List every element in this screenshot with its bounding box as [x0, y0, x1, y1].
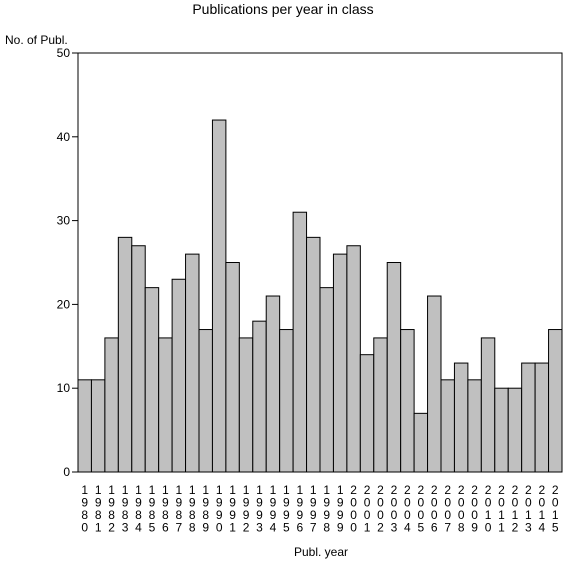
bar-1986: [158, 337, 173, 473]
bar-2002: [373, 337, 388, 473]
bar-1984: [131, 245, 146, 473]
bar-2010: [480, 337, 496, 473]
bar-1983: [117, 236, 133, 473]
bar-1993: [252, 320, 267, 473]
bar-2012: [507, 387, 523, 473]
bar-2003: [386, 262, 402, 473]
bar-2009: [467, 379, 482, 473]
bar-1994: [265, 295, 281, 473]
bar-2008: [453, 362, 469, 473]
chart-title: Publications per year in class: [192, 1, 373, 17]
bar-1988: [185, 253, 200, 473]
bar-1999: [332, 253, 348, 473]
bar-1995: [279, 329, 294, 473]
bar-1980: [77, 379, 92, 473]
y-tick-label: 0: [63, 465, 70, 479]
y-axis-label: No. of Publ.: [5, 33, 68, 47]
bar-2007: [440, 379, 455, 473]
bar-2013: [521, 362, 536, 473]
bar-1991: [225, 262, 240, 473]
bar-2011: [494, 387, 509, 473]
x-axis-ticks: 1 9 8 0 1 9 8 1 1 9 8 2 1 9 8 3 1 9 8 4 1 9 8 5 1 9 8 6 1 9 8 7 1 9 8 8 1 9 8 9…: [81, 483, 559, 535]
y-tick-label: 50: [57, 46, 71, 60]
bar-1987: [171, 278, 187, 473]
bar-2005: [413, 412, 429, 473]
bar-1982: [104, 337, 119, 473]
bar-2004: [400, 329, 415, 473]
bar-1996: [292, 211, 308, 473]
bar-1998: [319, 287, 334, 473]
y-axis-ticks: 0 10 20 30 40 50: [57, 46, 78, 479]
y-tick-label: 30: [57, 214, 71, 228]
bar-2001: [359, 354, 375, 473]
bar-1989: [198, 329, 213, 473]
bar-2014: [534, 362, 550, 473]
y-tick-label: 40: [57, 130, 71, 144]
bar-1992: [238, 337, 254, 473]
bar-1985: [144, 287, 160, 473]
plot-frame: [77, 52, 563, 473]
bar-2015: [548, 329, 563, 473]
bar-2006: [427, 295, 442, 473]
bars-group: [77, 119, 563, 473]
y-tick-label: 10: [57, 381, 71, 395]
y-tick-label: 20: [57, 297, 71, 311]
bar-1981: [90, 379, 106, 473]
bar-2000: [346, 245, 361, 473]
x-axis-label: Publ. year: [294, 545, 348, 559]
bar-1990: [211, 119, 227, 473]
bar-1997: [306, 236, 321, 473]
